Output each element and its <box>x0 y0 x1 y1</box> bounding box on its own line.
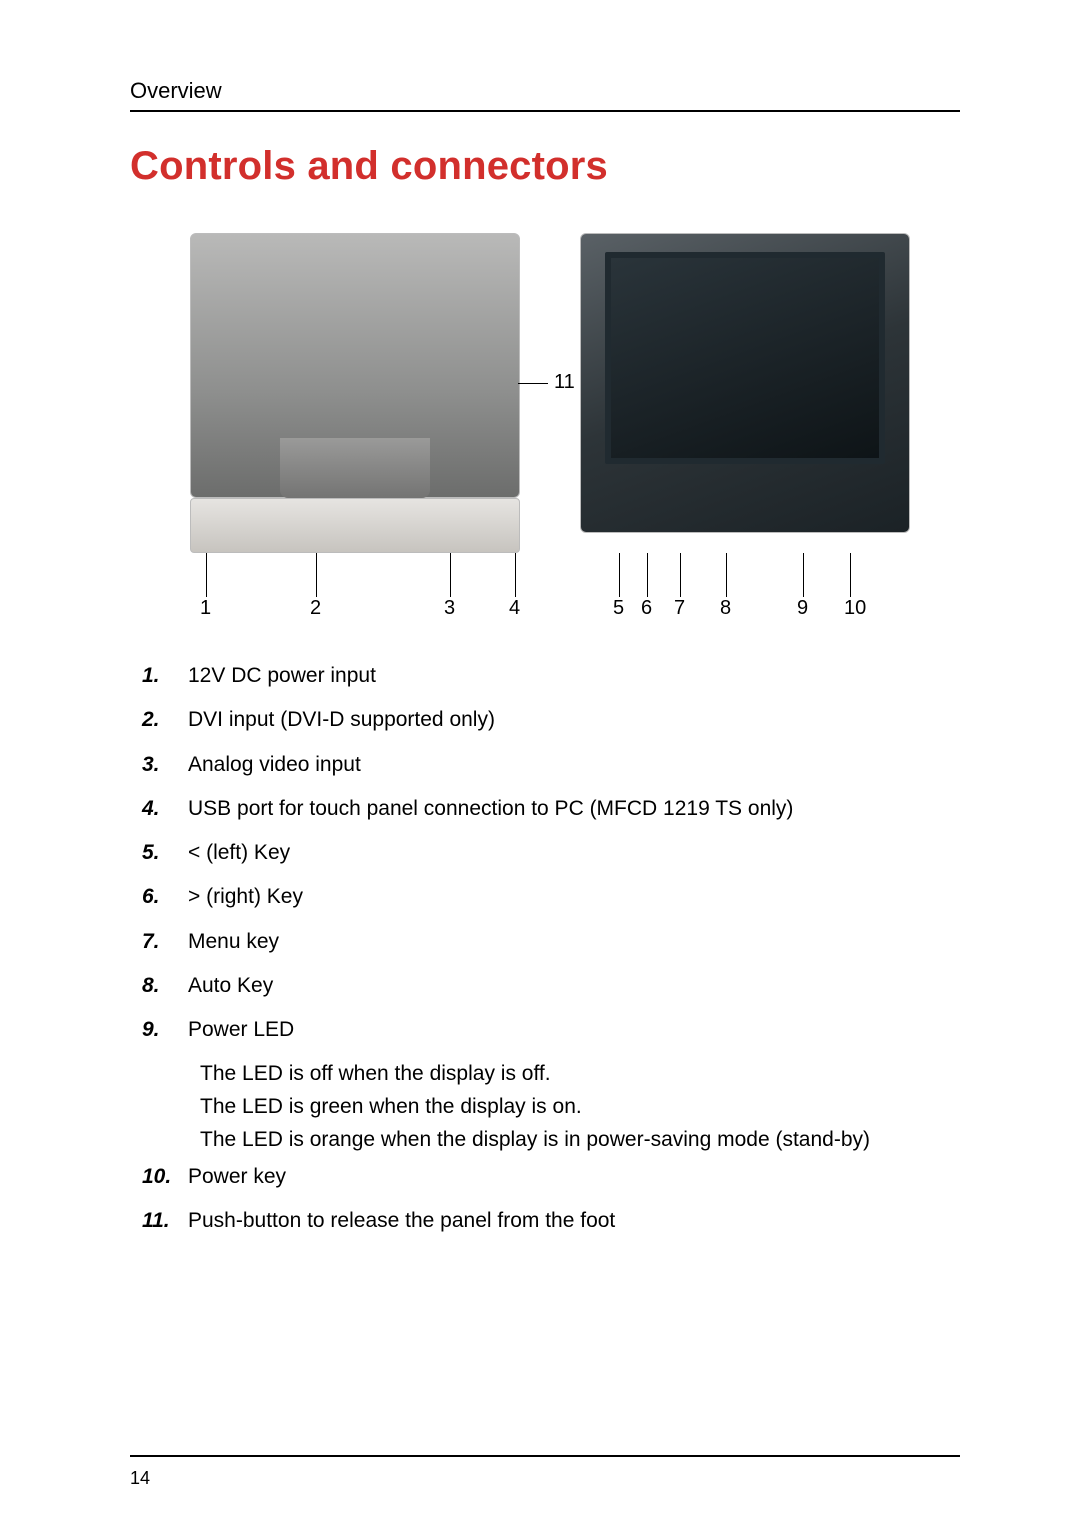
callout-line <box>450 553 451 597</box>
list-item-number: 5. <box>142 841 188 865</box>
callout-line <box>726 553 727 597</box>
list-item: 8.Auto Key <box>142 973 960 999</box>
list-item: 4.USB port for touch panel connection to… <box>142 796 960 822</box>
list-item-text: Auto Key <box>188 973 273 999</box>
list-item: 10.Power key <box>142 1164 960 1190</box>
callout-line <box>518 383 548 384</box>
monitor-back-image <box>190 233 520 498</box>
figure-area: 1234567891011 <box>150 233 970 613</box>
callout-number: 4 <box>509 597 520 620</box>
list-item-subtext: The LED is off when the display is off. <box>200 1061 960 1088</box>
list-item-number: 8. <box>142 974 188 998</box>
callout-number: 8 <box>720 597 731 620</box>
callout-line <box>850 553 851 597</box>
callout-number: 6 <box>641 597 652 620</box>
list-item-text: Power LED <box>188 1017 294 1043</box>
list-item-text: Power key <box>188 1164 286 1190</box>
list-item: 1.12V DC power input <box>142 663 960 689</box>
list-item-number: 10. <box>142 1165 188 1189</box>
callout-number: 5 <box>613 597 624 620</box>
callout-line <box>619 553 620 597</box>
list-item: 5.< (left) Key <box>142 840 960 866</box>
list-item-number: 7. <box>142 930 188 954</box>
callout-number: 2 <box>310 597 321 620</box>
list-item: 6.> (right) Key <box>142 884 960 910</box>
callout-line <box>316 553 317 597</box>
footer-rule <box>130 1455 960 1457</box>
header-rule <box>130 110 960 112</box>
callout-line <box>647 553 648 597</box>
list-item-number: 2. <box>142 708 188 732</box>
list-item-text: Analog video input <box>188 752 361 778</box>
list-item-number: 6. <box>142 885 188 909</box>
callout-number: 9 <box>797 597 808 620</box>
callout-line <box>515 553 516 597</box>
callout-line <box>206 553 207 597</box>
callout-line <box>680 553 681 597</box>
list-item: 2.DVI input (DVI-D supported only) <box>142 707 960 733</box>
list-item-number: 3. <box>142 753 188 777</box>
callout-number: 11 <box>554 371 575 394</box>
callout-line <box>803 553 804 597</box>
list-item: 9.Power LED <box>142 1017 960 1043</box>
list-item-number: 11. <box>142 1209 188 1233</box>
list-item-text: Push-button to release the panel from th… <box>188 1208 615 1234</box>
list-item-subtext: The LED is orange when the display is in… <box>200 1127 960 1154</box>
list-item-text: USB port for touch panel connection to P… <box>188 796 793 822</box>
monitor-front-image <box>580 233 910 533</box>
list-item-text: DVI input (DVI-D supported only) <box>188 707 495 733</box>
page-title: Controls and connectors <box>130 144 960 189</box>
list-item-number: 1. <box>142 664 188 688</box>
list-item-subtext: The LED is green when the display is on. <box>200 1094 960 1121</box>
list-item-text: 12V DC power input <box>188 663 376 689</box>
list-item-text: Menu key <box>188 929 279 955</box>
list-item-text: < (left) Key <box>188 840 290 866</box>
list-item-number: 9. <box>142 1018 188 1042</box>
header-label: Overview <box>130 78 960 104</box>
callout-number: 1 <box>200 597 211 620</box>
document-page: Overview Controls and connectors 1234567… <box>0 0 1080 1529</box>
list-item: 11.Push-button to release the panel from… <box>142 1208 960 1234</box>
page-number: 14 <box>130 1468 150 1489</box>
list-item: 3.Analog video input <box>142 752 960 778</box>
list-item-text: > (right) Key <box>188 884 303 910</box>
callout-number: 3 <box>444 597 455 620</box>
connector-strip-image <box>190 498 520 553</box>
list-item-number: 4. <box>142 797 188 821</box>
callout-number: 7 <box>674 597 685 620</box>
list-item: 7.Menu key <box>142 929 960 955</box>
callout-number: 10 <box>844 597 866 620</box>
numbered-list: 1.12V DC power input2.DVI input (DVI-D s… <box>142 663 960 1234</box>
